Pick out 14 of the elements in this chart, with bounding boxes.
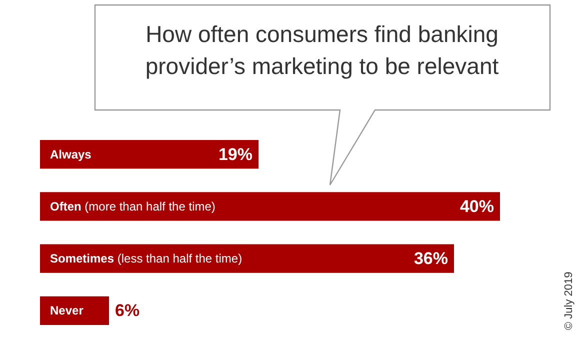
- y-tick-label: Often (more than half the time): [50, 200, 216, 214]
- bar: [40, 140, 258, 169]
- y-tick-label: Never: [50, 304, 84, 318]
- text: © July 2019: [563, 272, 575, 330]
- bar: [40, 192, 500, 221]
- bar: [40, 296, 109, 325]
- data-label: 40%: [460, 196, 494, 216]
- chart-title: How often consumers find banking provider’s marketing to be relevant: [145, 21, 500, 79]
- y-tick-label: Always: [50, 148, 92, 162]
- bar: [40, 244, 454, 273]
- data-label: 19%: [218, 144, 252, 164]
- y-tick-label: Sometimes (less than half the time): [50, 252, 242, 266]
- data-label: 36%: [414, 249, 448, 268]
- data-label: 6%: [115, 301, 140, 320]
